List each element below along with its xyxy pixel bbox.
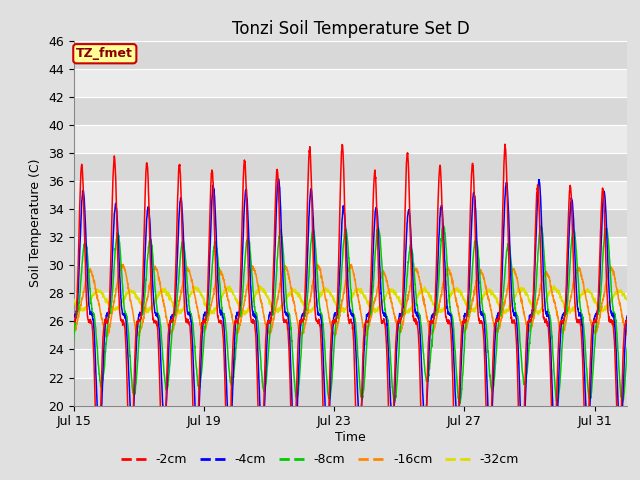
Bar (74, 69, 627, 97)
Bar (74, 13, 627, 41)
Bar (74, 181, 627, 209)
Y-axis label: Soil Temperature (C): Soil Temperature (C) (29, 159, 42, 288)
Bar (74, 322, 627, 349)
Bar (74, 97, 627, 125)
Legend: -2cm, -4cm, -8cm, -16cm, -32cm: -2cm, -4cm, -8cm, -16cm, -32cm (116, 448, 524, 471)
Text: TZ_fmet: TZ_fmet (76, 47, 133, 60)
Bar (74, 153, 627, 181)
Title: Tonzi Soil Temperature Set D: Tonzi Soil Temperature Set D (232, 20, 469, 38)
Bar (74, 237, 627, 265)
Bar (74, 265, 627, 293)
Bar (74, 41, 627, 69)
Bar (74, 349, 627, 378)
Bar (74, 125, 627, 153)
Bar (74, 378, 627, 406)
X-axis label: Time: Time (335, 431, 366, 444)
Bar (74, 209, 627, 237)
Bar (74, 293, 627, 322)
